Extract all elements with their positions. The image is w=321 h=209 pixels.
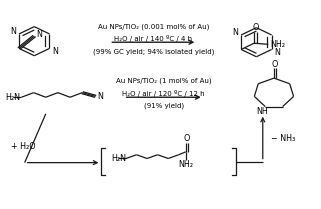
Text: + H₂O: + H₂O	[11, 141, 36, 150]
Text: O: O	[184, 134, 190, 143]
Text: Au NPs/TiO₂ (1 mol% of Au): Au NPs/TiO₂ (1 mol% of Au)	[116, 77, 212, 84]
Text: H₂N: H₂N	[111, 154, 126, 163]
Text: H₂O / air / 120 ºC / 12 h: H₂O / air / 120 ºC / 12 h	[122, 90, 205, 97]
Text: N: N	[36, 30, 42, 39]
Text: (91% yield): (91% yield)	[143, 103, 184, 109]
Text: N: N	[232, 28, 238, 37]
Text: H₂N: H₂N	[5, 93, 21, 102]
Text: N: N	[52, 47, 58, 56]
Text: − NH₃: − NH₃	[271, 134, 295, 143]
Text: NH₂: NH₂	[270, 40, 285, 49]
Text: O: O	[272, 60, 278, 69]
Text: Au NPs/TiO₂ (0.001 mol% of Au): Au NPs/TiO₂ (0.001 mol% of Au)	[98, 23, 209, 30]
Text: O: O	[252, 23, 258, 32]
Text: (99% GC yield; 94% isolated yield): (99% GC yield; 94% isolated yield)	[93, 48, 214, 55]
Text: N: N	[274, 48, 280, 57]
Text: N: N	[10, 27, 16, 36]
Text: NH: NH	[256, 107, 268, 116]
Text: H₂O / air / 140 ºC / 4 h: H₂O / air / 140 ºC / 4 h	[114, 35, 193, 42]
Text: NH₂: NH₂	[178, 160, 193, 169]
Text: N: N	[97, 92, 103, 101]
